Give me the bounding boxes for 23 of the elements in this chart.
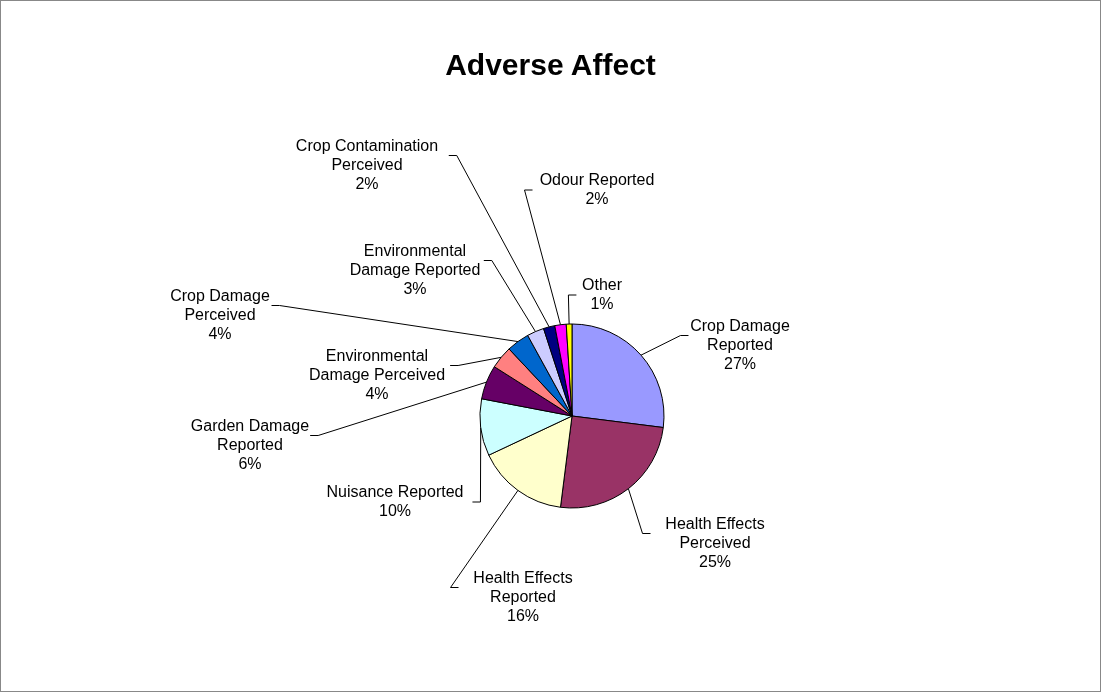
slice-label: Odour Reported bbox=[539, 171, 655, 189]
slice-label: Health Effects Perceived bbox=[665, 514, 765, 551]
data-label: 16% bbox=[506, 606, 540, 624]
data-label: 1% bbox=[590, 295, 614, 313]
slice-label: Nuisance Reported bbox=[326, 483, 464, 501]
slice-label: Crop Damage Perceived bbox=[170, 286, 270, 323]
slice-label: Environmental Damage Perceived bbox=[308, 346, 446, 383]
slice-label: Garden Damage Reported bbox=[190, 416, 310, 453]
data-label: 3% bbox=[403, 279, 427, 297]
slice-label: Health Effects Reported bbox=[473, 568, 573, 605]
slice-label: Environmental Damage Reported bbox=[349, 241, 481, 278]
data-label: 2% bbox=[355, 174, 379, 192]
data-label: 2% bbox=[585, 190, 609, 208]
data-label: 27% bbox=[723, 354, 757, 372]
chart-title: Adverse Affect bbox=[444, 48, 657, 82]
data-label: 10% bbox=[378, 502, 412, 520]
slice-label: Crop Damage Reported bbox=[690, 316, 790, 353]
data-label: 4% bbox=[365, 384, 389, 402]
data-label: 25% bbox=[698, 552, 732, 570]
slice-label: Crop Contamination Perceived bbox=[295, 136, 439, 173]
data-label: 4% bbox=[208, 324, 232, 342]
data-label: 6% bbox=[238, 454, 262, 472]
slice-label: Other bbox=[581, 276, 623, 294]
